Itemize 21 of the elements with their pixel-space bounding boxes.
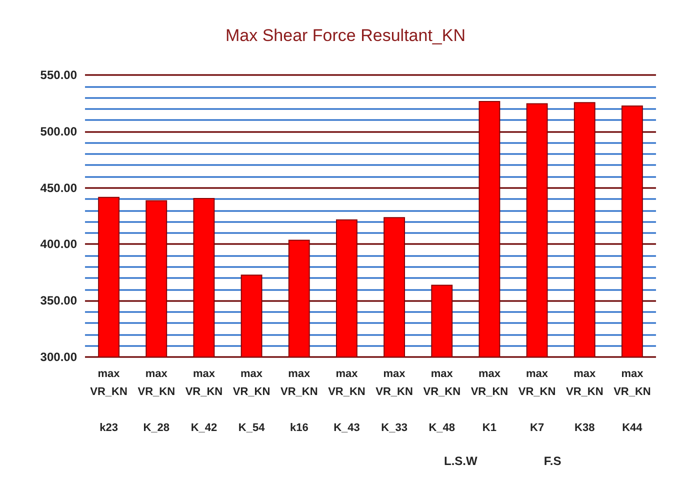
category-label: max VR_KN K_42 — [185, 368, 223, 434]
category-label: max VR_KN k16 — [280, 368, 318, 434]
category-label: max VR_KN K1 — [470, 368, 508, 434]
text: F.S — [544, 454, 562, 468]
y-tick-label: 300.00 — [40, 350, 78, 364]
y-tick-label: 350.00 — [40, 294, 78, 308]
category-label: max VR_KN K7 — [518, 368, 556, 434]
category-label: max VR_KN K_48 — [423, 368, 461, 434]
category-label: max VR_KN K44 — [614, 368, 651, 434]
text: L.S.W — [444, 454, 478, 468]
y-tick-label: 450.00 — [40, 180, 78, 195]
y-tick-label: 400.00 — [40, 237, 78, 252]
y-tick-label: 550.00 — [40, 68, 78, 82]
category-label: max VR_KN K_33 — [376, 368, 413, 434]
category-label: max VR_KN K38 — [566, 368, 604, 434]
y-tick-label: 500.00 — [40, 124, 78, 138]
category-label: max VR_KN K_28 — [138, 368, 176, 434]
category-label: max VR_KN k23 — [90, 368, 128, 434]
category-label: max VR_KN K_43 — [328, 368, 366, 434]
chart-title: Max Shear Force Resultant_KN — [226, 26, 466, 45]
category-label: max VR_KN K_54 — [232, 368, 270, 434]
